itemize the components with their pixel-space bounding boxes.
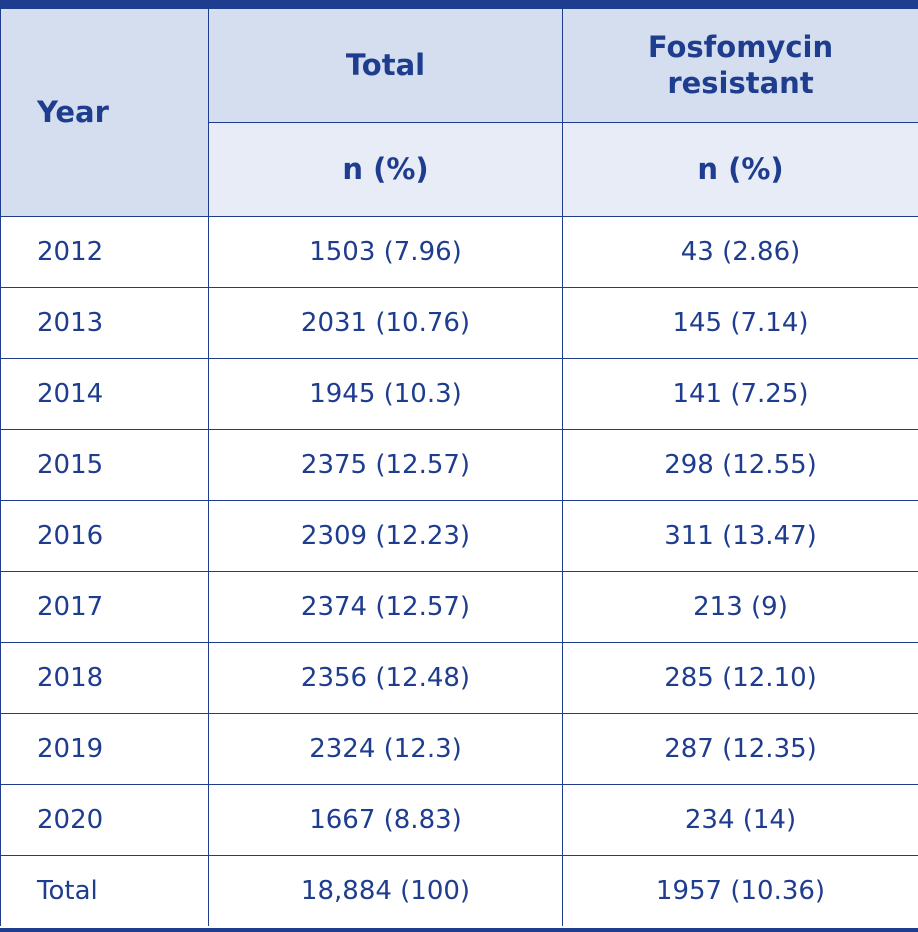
cell-total: 1667 (8.83) (208, 783, 563, 856)
cell-total: 1945 (10.3) (208, 357, 563, 430)
cell-total: 2324 (12.3) (208, 712, 563, 785)
fosfomycin-resistance-table: Year Total Fosfomycin resistant n (%) n … (0, 9, 918, 926)
cell-year: Total (0, 854, 209, 926)
table-row: 2019 2324 (12.3) 287 (12.35) (0, 712, 918, 785)
cell-resistant: 234 (14) (562, 783, 918, 856)
cell-total: 2375 (12.57) (208, 428, 563, 501)
table-row: 2018 2356 (12.48) 285 (12.10) (0, 641, 918, 714)
cell-year: 2015 (0, 428, 209, 501)
header-row-sub: n (%) n (%) (1, 121, 918, 217)
header-fosfomycin-line1: Fosfomycin (647, 30, 834, 65)
table-row: 2012 1503 (7.96) 43 (2.86) (0, 215, 918, 288)
cell-total: 2356 (12.48) (208, 641, 563, 714)
cell-year: 2019 (0, 712, 209, 785)
table-header: Year Total Fosfomycin resistant n (%) n … (0, 9, 918, 217)
cell-resistant: 141 (7.25) (562, 357, 918, 430)
header-total-n-percent: n (%) (208, 121, 563, 217)
header-fosfomycin-resistant: Fosfomycin resistant (562, 9, 918, 123)
table-row: 2016 2309 (12.23) 311 (13.47) (0, 499, 918, 572)
cell-resistant: 145 (7.14) (562, 286, 918, 359)
cell-resistant: 311 (13.47) (562, 499, 918, 572)
cell-year: 2012 (0, 215, 209, 288)
header-year: Year (0, 9, 209, 217)
table-row: 2020 1667 (8.83) 234 (14) (0, 783, 918, 856)
cell-year: 2017 (0, 570, 209, 643)
cell-total: 1503 (7.96) (208, 215, 563, 288)
cell-year: 2020 (0, 783, 209, 856)
table-row: 2013 2031 (10.76) 145 (7.14) (0, 286, 918, 359)
cell-resistant: 287 (12.35) (562, 712, 918, 785)
cell-year: 2016 (0, 499, 209, 572)
cell-year: 2014 (0, 357, 209, 430)
cell-year: 2013 (0, 286, 209, 359)
cell-resistant: 43 (2.86) (562, 215, 918, 288)
header-total: Total (208, 9, 563, 123)
cell-total: 2374 (12.57) (208, 570, 563, 643)
header-fosfomycin-line2: resistant (667, 66, 814, 101)
header-fosfomycin-n-percent: n (%) (562, 121, 918, 217)
cell-total: 2309 (12.23) (208, 499, 563, 572)
cell-resistant: 298 (12.55) (562, 428, 918, 501)
table-body: 2012 1503 (7.96) 43 (2.86) 2013 2031 (10… (0, 215, 918, 926)
header-row-main: Year Total Fosfomycin resistant (0, 9, 918, 217)
cell-year: 2018 (0, 641, 209, 714)
table-row: 2017 2374 (12.57) 213 (9) (0, 570, 918, 643)
cell-resistant: 213 (9) (562, 570, 918, 643)
cell-total: 2031 (10.76) (208, 286, 563, 359)
cell-resistant: 285 (12.10) (562, 641, 918, 714)
cell-resistant: 1957 (10.36) (562, 854, 918, 926)
table-row-total: Total 18,884 (100) 1957 (10.36) (0, 854, 918, 926)
table-row: 2014 1945 (10.3) 141 (7.25) (0, 357, 918, 430)
cell-total: 18,884 (100) (208, 854, 563, 926)
table-row: 2015 2375 (12.57) 298 (12.55) (0, 428, 918, 501)
